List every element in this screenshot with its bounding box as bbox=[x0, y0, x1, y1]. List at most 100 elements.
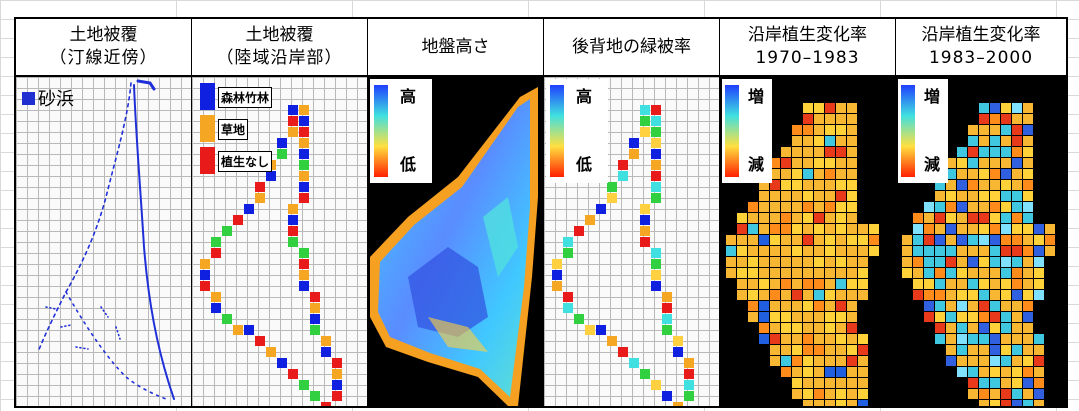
map-cell bbox=[651, 281, 661, 291]
map-cell bbox=[332, 358, 342, 368]
map-cell bbox=[825, 246, 835, 256]
map-cell bbox=[847, 334, 857, 344]
map-cell bbox=[607, 336, 617, 346]
map-cell bbox=[990, 224, 1000, 234]
map-cell bbox=[321, 336, 331, 346]
map-cell bbox=[990, 389, 1000, 399]
map-cell bbox=[629, 358, 639, 368]
map-cell bbox=[968, 158, 978, 168]
map-cell bbox=[1012, 367, 1022, 377]
map-cell bbox=[968, 224, 978, 234]
map-cell bbox=[759, 180, 769, 190]
map-cell bbox=[596, 204, 606, 214]
map-cell bbox=[847, 312, 857, 322]
map-cell bbox=[596, 325, 606, 335]
map-cell bbox=[781, 213, 791, 223]
map-cell bbox=[847, 158, 857, 168]
map-cell bbox=[781, 235, 791, 245]
map-cell bbox=[847, 257, 857, 267]
map-cell bbox=[1012, 202, 1022, 212]
map-cell bbox=[640, 127, 650, 137]
map-cell bbox=[288, 116, 298, 126]
map-cell bbox=[968, 191, 978, 201]
map-cell bbox=[803, 279, 813, 289]
map-cell bbox=[836, 378, 846, 388]
map-cell bbox=[836, 334, 846, 344]
map-cell bbox=[1001, 191, 1011, 201]
map-cell bbox=[957, 312, 967, 322]
map-cell bbox=[968, 169, 978, 179]
map-cell bbox=[825, 213, 835, 223]
map-cell bbox=[1034, 268, 1044, 278]
map-cell bbox=[640, 369, 650, 379]
map-cell bbox=[321, 347, 331, 357]
map-cell bbox=[858, 367, 868, 377]
map-cell bbox=[651, 171, 661, 181]
map-cell bbox=[946, 202, 956, 212]
map-cell bbox=[1001, 257, 1011, 267]
map-cell bbox=[651, 380, 661, 390]
map-cell bbox=[748, 224, 758, 234]
map-cell bbox=[968, 125, 978, 135]
map-cell bbox=[825, 103, 835, 113]
map-cell bbox=[737, 224, 747, 234]
map-cell bbox=[836, 323, 846, 333]
legend-colorbar bbox=[550, 85, 564, 177]
map-cell bbox=[979, 279, 989, 289]
map-cell bbox=[748, 312, 758, 322]
map-cell bbox=[968, 389, 978, 399]
map-cell bbox=[629, 149, 639, 159]
map-cell bbox=[836, 290, 846, 300]
map-cell bbox=[935, 312, 945, 322]
map-cell bbox=[825, 334, 835, 344]
map-cell bbox=[1012, 257, 1022, 267]
map-cell bbox=[211, 303, 221, 313]
map-cell bbox=[957, 246, 967, 256]
coastal-land-cover-map bbox=[200, 105, 342, 406]
map-cell bbox=[946, 268, 956, 278]
map-cell bbox=[814, 301, 824, 311]
map-cell bbox=[979, 301, 989, 311]
map-cell bbox=[913, 235, 923, 245]
header-land-cover-coastal: 土地被覆 （陸域沿岸部） bbox=[192, 19, 368, 77]
map-cell bbox=[1001, 213, 1011, 223]
map-cell bbox=[814, 180, 824, 190]
map-cell bbox=[957, 257, 967, 267]
panel-vegetation-change-1970-1983: 増 減 bbox=[720, 77, 896, 406]
map-cell bbox=[990, 301, 1000, 311]
map-cell bbox=[858, 356, 868, 366]
map-cell bbox=[673, 402, 683, 406]
map-cell bbox=[990, 290, 1000, 300]
map-cell bbox=[640, 237, 650, 247]
map-cell bbox=[847, 367, 857, 377]
map-cell bbox=[1001, 400, 1011, 406]
map-cell bbox=[990, 279, 1000, 289]
map-cell bbox=[935, 257, 945, 267]
map-cell bbox=[814, 290, 824, 300]
map-cell bbox=[803, 103, 813, 113]
map-cell bbox=[792, 268, 802, 278]
map-cell bbox=[640, 204, 650, 214]
map-cell bbox=[792, 246, 802, 256]
map-cell bbox=[1034, 235, 1044, 245]
map-cell bbox=[957, 202, 967, 212]
map-cell bbox=[200, 281, 210, 291]
map-cell bbox=[902, 257, 912, 267]
map-cell bbox=[836, 400, 846, 406]
map-cell bbox=[924, 257, 934, 267]
map-cell bbox=[803, 323, 813, 333]
map-cell bbox=[792, 356, 802, 366]
map-cell bbox=[1045, 246, 1055, 256]
map-cell bbox=[1034, 389, 1044, 399]
map-cell bbox=[759, 268, 769, 278]
map-cell bbox=[662, 325, 672, 335]
map-cell bbox=[825, 235, 835, 245]
map-cell bbox=[781, 345, 791, 355]
map-cell bbox=[1012, 356, 1022, 366]
map-cell bbox=[1001, 169, 1011, 179]
map-cell bbox=[902, 246, 912, 256]
map-cell bbox=[563, 292, 573, 302]
map-cell bbox=[946, 257, 956, 267]
map-cell bbox=[563, 248, 573, 258]
map-cell bbox=[1012, 191, 1022, 201]
